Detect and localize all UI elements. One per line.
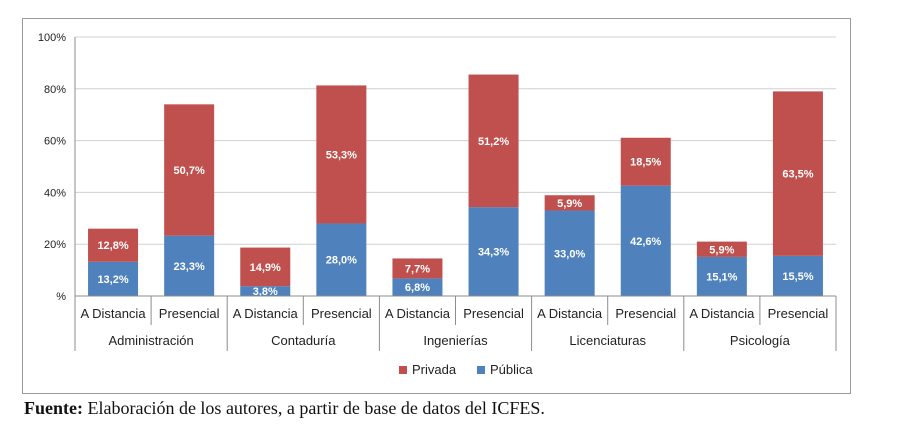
legend-label: Pública — [490, 362, 533, 377]
data-label: 51,2% — [478, 136, 509, 148]
data-labels: 13,2% 12,8% 23,3% 50,7% 3,8% 14,9% 28,0% 53,3% 6… — [97, 136, 813, 298]
bar-segment-privada — [468, 74, 519, 208]
subcategory-label: A Distancia — [385, 306, 451, 321]
subcategory-label: A Distancia — [81, 306, 147, 321]
bar-segment-privada — [164, 104, 215, 236]
data-label: 28,0% — [326, 255, 357, 267]
y-tick-label: 20% — [44, 239, 66, 251]
data-label: 15,5% — [782, 271, 813, 283]
legend-label: Privada — [412, 362, 457, 377]
data-label: 42,6% — [630, 236, 661, 248]
bar-segment-publica — [696, 256, 747, 296]
bar-segment-publica — [620, 185, 671, 296]
subcategory-label: Presencial — [615, 306, 676, 321]
data-label: 7,7% — [405, 263, 430, 275]
data-label: 5,9% — [557, 198, 582, 210]
data-label: 14,9% — [250, 262, 281, 274]
group-label: Licenciaturas — [569, 333, 646, 348]
y-tick-label: 100% — [38, 32, 66, 44]
data-label: 3,8% — [253, 286, 278, 298]
subcategory-label: Presencial — [311, 306, 372, 321]
stacked-bar-chart: % 20% 40% 60% 80% 100% 13,2% 12,8% 23,3% 50,7% 3,… — [38, 32, 837, 377]
subcategory-label: Presencial — [159, 306, 220, 321]
legend: Privada Pública — [399, 362, 533, 377]
group-label: Contaduría — [271, 333, 336, 348]
group-label: Ingenierías — [423, 333, 488, 348]
data-label: 53,3% — [326, 149, 357, 161]
bar-segment-publica — [240, 286, 291, 296]
data-label: 6,8% — [405, 282, 430, 294]
y-tick-label: 40% — [44, 187, 66, 199]
data-label: 33,0% — [554, 248, 585, 260]
data-label: 23,3% — [174, 261, 205, 273]
data-label: 5,9% — [709, 244, 734, 256]
x-axis: A Distancia Presencial A Distancia Presenci… — [74, 295, 837, 351]
bar-segment-publica — [468, 207, 519, 296]
y-axis-ticks: % 20% 40% 60% 80% 100% — [38, 32, 66, 303]
subcategory-label: A Distancia — [233, 306, 299, 321]
bar-segment-publica — [544, 210, 595, 296]
bar-segment-publica — [164, 235, 215, 296]
bar-segment-privada — [240, 247, 291, 287]
data-label: 13,2% — [97, 274, 128, 286]
subcategory-label: Presencial — [768, 306, 829, 321]
bar-segment-publica — [316, 223, 367, 296]
subcategory-label: A Distancia — [537, 306, 603, 321]
bar-segment-publica — [88, 261, 139, 296]
subcategory-label: A Distancia — [689, 306, 755, 321]
subcategory-label: Presencial — [463, 306, 524, 321]
data-label: 18,5% — [630, 157, 661, 169]
source-text: Elaboración de los autores, a partir de … — [82, 398, 545, 418]
source-label: Fuente: — [24, 398, 83, 418]
source-note: Fuente: Elaboración de los autores, a pa… — [24, 398, 545, 419]
chart-frame: % 20% 40% 60% 80% 100% 13,2% 12,8% 23,3% 50,7% 3,… — [22, 18, 851, 394]
bar-segment-privada — [88, 228, 139, 262]
y-tick-label: 80% — [44, 84, 66, 96]
bar-segment-publica — [392, 278, 443, 296]
group-label: Psicología — [730, 333, 791, 348]
y-tick-label: 60% — [44, 136, 66, 148]
data-label: 63,5% — [782, 169, 813, 181]
legend-swatch — [477, 366, 485, 374]
bars — [88, 74, 823, 296]
bar-segment-privada — [772, 91, 823, 256]
y-tick-label: % — [56, 291, 66, 303]
data-label: 15,1% — [706, 271, 737, 283]
data-label: 12,8% — [97, 240, 128, 252]
data-label: 34,3% — [478, 247, 509, 259]
bar-segment-privada — [544, 195, 595, 211]
legend-swatch — [399, 366, 407, 374]
bar-segment-privada — [392, 258, 443, 279]
bar-segment-privada — [696, 241, 747, 257]
bar-segment-privada — [620, 137, 671, 186]
bar-segment-privada — [316, 85, 367, 224]
bar-segment-publica — [772, 255, 823, 296]
data-label: 50,7% — [174, 165, 205, 177]
group-label: Administración — [108, 333, 193, 348]
